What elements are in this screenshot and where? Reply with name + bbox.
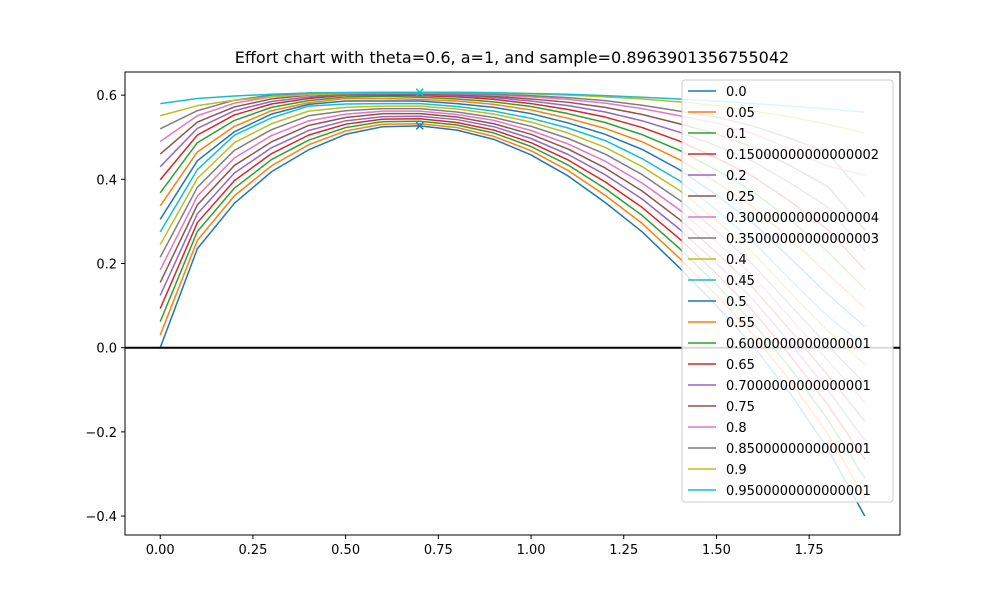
x-tick-label: 1.25 bbox=[609, 543, 638, 558]
legend-label: 0.25 bbox=[726, 190, 755, 205]
legend-label: 0.8 bbox=[726, 421, 747, 436]
peak-markers bbox=[415, 88, 424, 130]
y-axis: −0.4 −0.2 0.0 0.2 0.4 0.6 bbox=[85, 89, 125, 525]
legend-label: 0.6000000000000001 bbox=[726, 337, 871, 352]
legend-item: 0.9 bbox=[688, 463, 747, 478]
legend-item: 0.45 bbox=[688, 274, 755, 289]
legend-label: 0.55 bbox=[726, 316, 755, 331]
legend-item: 0.8500000000000001 bbox=[688, 442, 871, 457]
x-tick-label: 0.50 bbox=[331, 543, 360, 558]
chart-title: Effort chart with theta=0.6, a=1, and sa… bbox=[235, 48, 789, 67]
legend-item: 0.7000000000000001 bbox=[688, 379, 871, 394]
x-tick-label: 0.00 bbox=[146, 543, 175, 558]
legend-box bbox=[681, 79, 894, 503]
x-tick-label: 1.00 bbox=[517, 543, 546, 558]
legend-label: 0.0 bbox=[726, 85, 747, 100]
legend-item: 0.25 bbox=[688, 190, 755, 205]
y-tick-label: −0.2 bbox=[85, 426, 117, 441]
legend-label: 0.2 bbox=[726, 169, 747, 184]
legend-item: 0.65 bbox=[688, 358, 755, 373]
legend-label: 0.9500000000000001 bbox=[726, 484, 871, 499]
x-tick-label: 0.25 bbox=[238, 543, 267, 558]
legend-label: 0.9 bbox=[726, 463, 747, 478]
peak-marker bbox=[415, 121, 424, 130]
legend: 0.0 0.05 0.1 0.15000000000000002 0.2 0.25 0.30… bbox=[681, 79, 894, 503]
legend-label: 0.45 bbox=[726, 274, 755, 289]
legend-item: 0.6000000000000001 bbox=[688, 337, 871, 352]
legend-label: 0.8500000000000001 bbox=[726, 442, 871, 457]
legend-label: 0.75 bbox=[726, 400, 755, 415]
x-tick-label: 1.50 bbox=[702, 543, 731, 558]
legend-item: 0.8 bbox=[688, 421, 747, 436]
y-tick-label: −0.4 bbox=[85, 510, 117, 525]
y-tick-label: 0.6 bbox=[96, 89, 117, 104]
plot-frame bbox=[124, 71, 901, 536]
legend-item: 0.2 bbox=[688, 169, 747, 184]
legend-label: 0.4 bbox=[726, 253, 747, 268]
legend-item: 0.4 bbox=[688, 253, 747, 268]
x-axis: 0.00 0.25 0.50 0.75 1.00 1.25 1.50 1.75 bbox=[146, 535, 824, 558]
legend-item: 0.0 bbox=[688, 85, 747, 100]
legend-item: 0.1 bbox=[688, 127, 747, 142]
x-tick-label: 0.75 bbox=[424, 543, 453, 558]
legend-label: 0.7000000000000001 bbox=[726, 379, 871, 394]
legend-label: 0.30000000000000004 bbox=[726, 211, 879, 226]
legend-label: 0.65 bbox=[726, 358, 755, 373]
legend-label: 0.05 bbox=[726, 106, 755, 121]
y-tick-label: 0.0 bbox=[96, 342, 117, 357]
legend-item: 0.75 bbox=[688, 400, 755, 415]
legend-item: 0.05 bbox=[688, 106, 755, 121]
x-tick-label: 1.75 bbox=[795, 543, 824, 558]
legend-label: 0.35000000000000003 bbox=[726, 232, 879, 247]
legend-label: 0.15000000000000002 bbox=[726, 148, 879, 163]
legend-item: 0.35000000000000003 bbox=[688, 232, 879, 247]
legend-label: 0.5 bbox=[726, 295, 747, 310]
y-tick-label: 0.4 bbox=[96, 173, 117, 188]
legend-label: 0.1 bbox=[726, 127, 747, 142]
legend-item: 0.5 bbox=[688, 295, 747, 310]
legend-item: 0.15000000000000002 bbox=[688, 148, 879, 163]
legend-item: 0.30000000000000004 bbox=[688, 211, 879, 226]
peak-marker bbox=[415, 88, 424, 97]
y-tick-label: 0.2 bbox=[96, 258, 117, 273]
legend-item: 0.9500000000000001 bbox=[688, 484, 871, 499]
legend-item: 0.55 bbox=[688, 316, 755, 331]
